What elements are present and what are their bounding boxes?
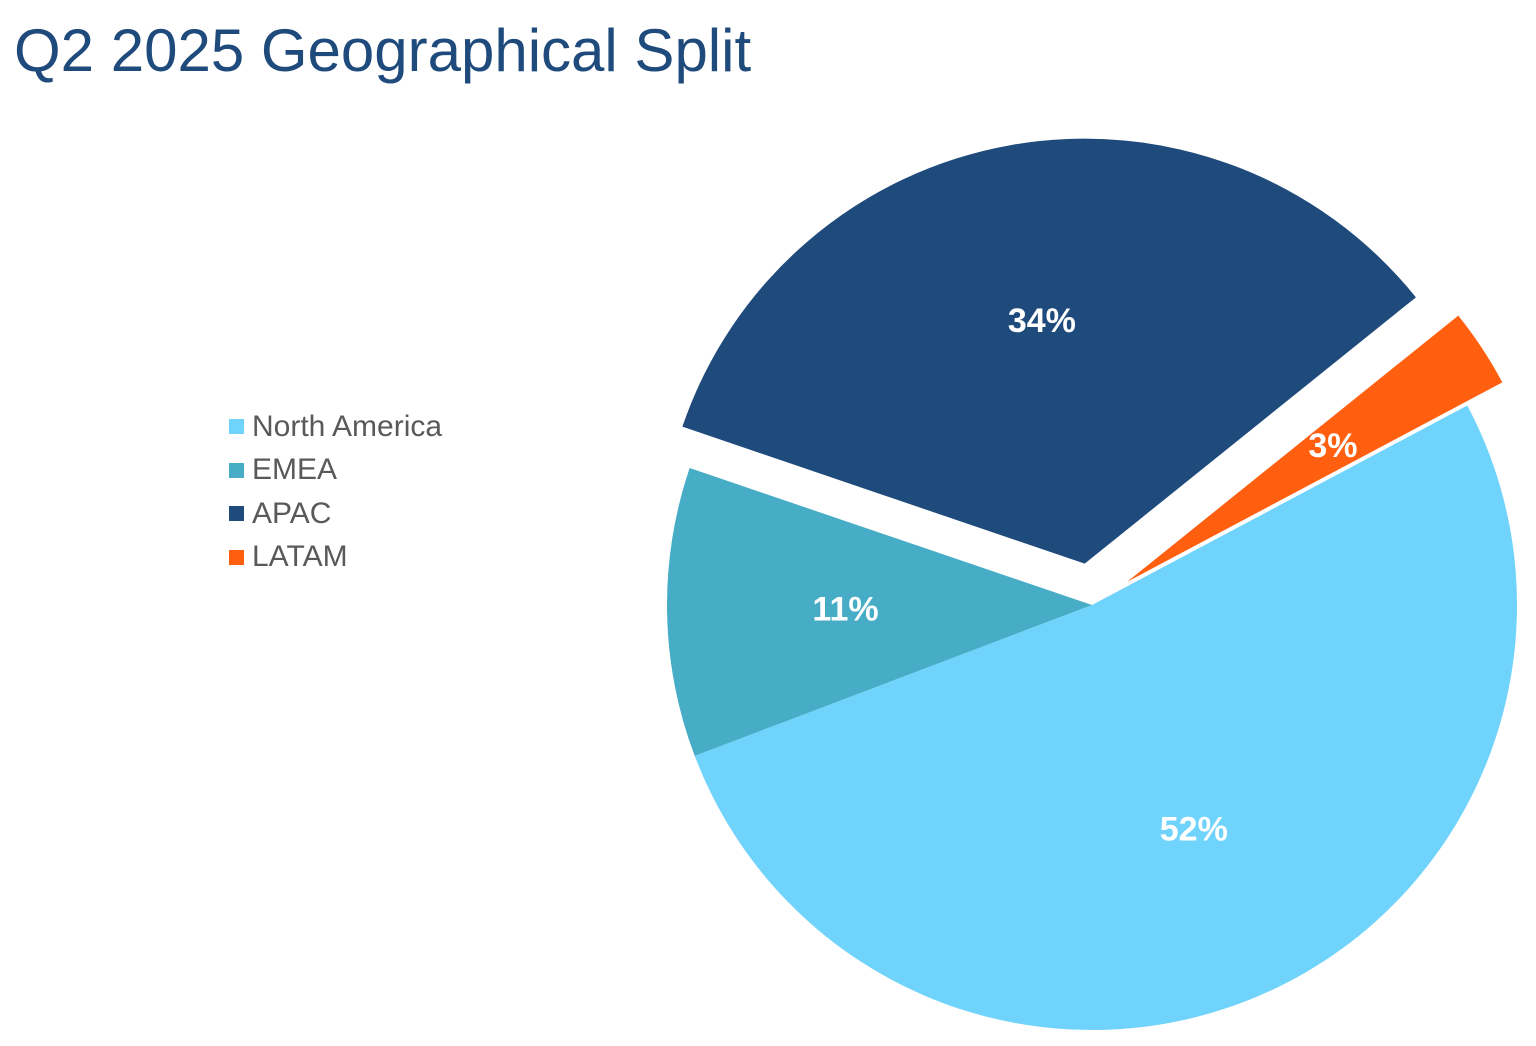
pie-slice-emea — [666, 468, 1092, 756]
data-label-north-america: 52% — [1160, 811, 1228, 849]
legend-item-north-america: North America — [229, 405, 442, 449]
chart-legend: North America EMEA APAC LATAM — [229, 405, 442, 579]
data-label-apac: 34% — [1008, 302, 1076, 340]
pie-slice-latam — [1127, 315, 1503, 582]
legend-swatch-latam — [229, 549, 244, 565]
data-label-emea: 11% — [812, 590, 878, 628]
legend-label-apac: APAC — [252, 496, 332, 530]
data-label-latam: 3% — [1308, 427, 1357, 465]
chart-title: Q2 2025 Geographical Split — [14, 17, 752, 84]
pie-slice-north-america — [694, 405, 1518, 1031]
legend-item-latam: LATAM — [229, 536, 442, 580]
legend-label-emea: EMEA — [252, 453, 338, 487]
legend-item-apac: APAC — [229, 492, 442, 536]
legend-item-emea: EMEA — [229, 449, 442, 493]
legend-swatch-apac — [229, 506, 244, 522]
legend-swatch-emea — [229, 462, 244, 478]
legend-label-north-america: North America — [252, 409, 443, 443]
legend-label-latam: LATAM — [252, 540, 348, 574]
legend-swatch-north-america — [229, 419, 244, 435]
pie-slice-apac — [682, 138, 1416, 564]
